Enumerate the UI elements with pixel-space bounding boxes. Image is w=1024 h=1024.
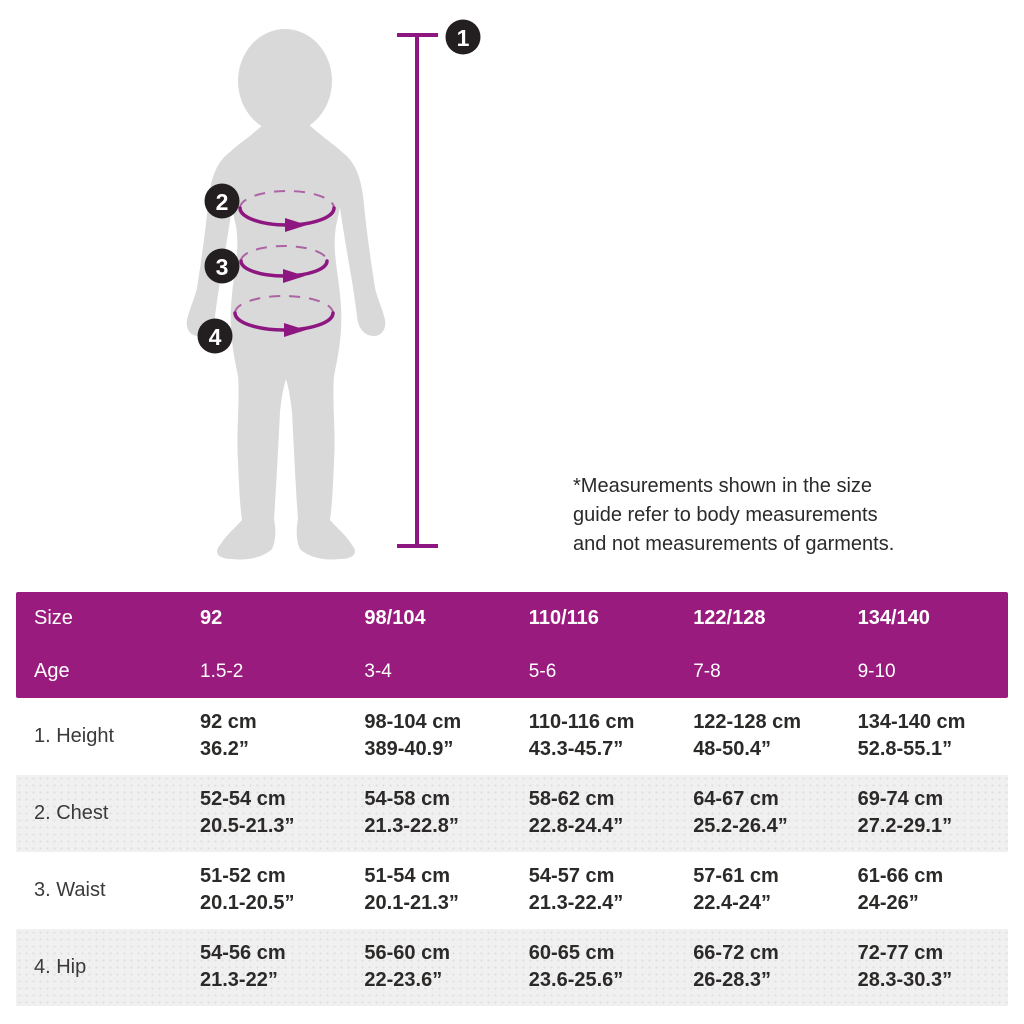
waist-cell-3: 54-57 cm 21.3-22.4”: [528, 865, 624, 914]
waist-cell-5: 61-66 cm 24-26”: [857, 865, 944, 914]
waist-girth-ellipse: [239, 245, 329, 283]
chest-cell-5: 69-74 cm 27.2-29.1”: [857, 788, 953, 837]
size-col-1: 92: [200, 607, 223, 629]
hip-girth-ellipse: [233, 295, 335, 337]
size-table-header: Size 92 98/104 110/116 122/128 134/140 A…: [16, 592, 1008, 698]
table-row-height: 1. Height 92 cm 36.2” 98-104 cm 389-40.9” …: [16, 698, 1008, 775]
measurement-figure: 1 2 3 4: [186, 19, 481, 560]
disclaimer-note: *Measurements shown in the size guide re…: [573, 472, 953, 559]
marker-4-label: 4: [209, 324, 222, 350]
size-row-label: Size: [34, 607, 73, 629]
age-col-1: 1.5-2: [200, 660, 244, 682]
age-row-label: Age: [34, 660, 70, 682]
size-col-5: 134/140: [857, 607, 930, 629]
chest-cell-1: 52-54 cm 20.5-21.3”: [200, 788, 295, 837]
hip-cell-2: 56-60 cm 22-23.6”: [364, 942, 451, 991]
chest-row-label: 2. Chest: [34, 802, 109, 824]
disclaimer-line-3: and not measurements of garments.: [573, 533, 895, 555]
disclaimer-line-2: guide refer to body measurements: [573, 504, 878, 526]
waist-cell-1: 51-52 cm 20.1-20.5”: [200, 865, 295, 914]
height-cell-4: 122-128 cm 48-50.4”: [693, 711, 802, 760]
height-cell-5: 134-140 cm 52.8-55.1”: [857, 711, 966, 760]
chest-girth-ellipse: [238, 190, 336, 232]
waist-arrow-icon: [283, 269, 305, 283]
age-col-5: 9-10: [857, 660, 896, 682]
marker-2-chest: 2: [204, 183, 240, 219]
header-size-row: Size 92 98/104 110/116 122/128 134/140: [16, 592, 1008, 645]
height-cell-3: 110-116 cm 43.3-45.7”: [528, 711, 635, 760]
hip-arrow-icon: [284, 323, 306, 337]
height-cell-1: 92 cm 36.2”: [200, 711, 257, 760]
chest-arrow-icon: [285, 218, 307, 232]
size-col-4: 122/128: [693, 607, 766, 629]
header-age-row: Age 1.5-2 3-4 5-6 7-8 9-10: [16, 645, 1008, 698]
marker-4-hip: 4: [197, 318, 233, 354]
hip-cell-3: 60-65 cm 23.6-25.6”: [528, 942, 624, 991]
table-row-chest: 2. Chest 52-54 cm 20.5-21.3” 54-58 cm 21.3…: [16, 775, 1008, 852]
age-col-4: 7-8: [693, 660, 721, 682]
waist-cell-4: 57-61 cm 22.4-24”: [693, 865, 779, 914]
height-row-label: 1. Height: [34, 725, 115, 747]
table-row-waist: 3. Waist 51-52 cm 20.1-20.5” 51-54 cm 20.1…: [16, 852, 1008, 929]
marker-1-label: 1: [457, 25, 470, 51]
waist-cell-2: 51-54 cm 20.1-21.3”: [364, 865, 459, 914]
hip-row-label: 4. Hip: [34, 956, 87, 978]
marker-1-height: 1: [445, 19, 481, 55]
height-measure-line: [397, 33, 438, 548]
hip-cell-5: 72-77 cm 28.3-30.3”: [857, 942, 953, 991]
size-table: Size 92 98/104 110/116 122/128 134/140 A…: [16, 592, 1008, 1006]
child-silhouette: [186, 29, 386, 560]
chest-cell-4: 64-67 cm 25.2-26.4”: [693, 788, 788, 837]
marker-3-waist: 3: [204, 248, 240, 284]
table-row-hip: 4. Hip 54-56 cm 21.3-22” 56-60 cm 22-23.6”…: [16, 929, 1008, 1006]
hip-cell-4: 66-72 cm 26-28.3”: [693, 942, 779, 991]
chest-cell-3: 58-62 cm 22.8-24.4”: [528, 788, 624, 837]
age-col-2: 3-4: [364, 660, 392, 682]
age-col-3: 5-6: [528, 660, 557, 682]
size-col-3: 110/116: [528, 607, 599, 629]
size-col-2: 98/104: [364, 607, 426, 629]
chest-cell-2: 54-58 cm 21.3-22.8”: [364, 788, 459, 837]
height-cell-2: 98-104 cm 389-40.9”: [364, 711, 462, 760]
waist-row-label: 3. Waist: [34, 879, 106, 901]
marker-2-label: 2: [216, 189, 229, 215]
hip-cell-1: 54-56 cm 21.3-22”: [200, 942, 286, 991]
disclaimer-line-1: *Measurements shown in the size: [573, 475, 873, 497]
marker-3-label: 3: [216, 254, 229, 280]
